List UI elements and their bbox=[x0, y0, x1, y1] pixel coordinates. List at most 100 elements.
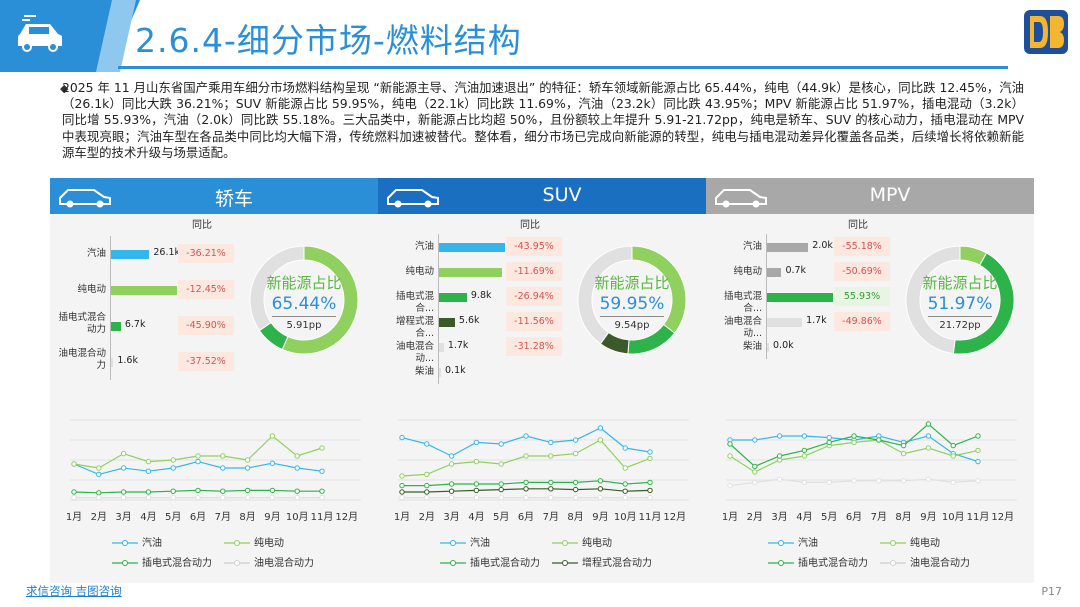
series-point bbox=[96, 494, 102, 501]
legend-swatch bbox=[768, 560, 794, 566]
panel-0: 轿车同比汽油26.1k-36.21%纯电动44.9k-12.45%插电式混合动力… bbox=[50, 178, 378, 583]
month-tick-label: 4月 bbox=[468, 511, 484, 523]
bar-label: 柴油 bbox=[414, 365, 434, 377]
panel-body: 同比汽油2.0k-55.18%纯电动0.7k-50.69%插电式混合...3.2… bbox=[706, 214, 1034, 583]
series-point bbox=[622, 494, 628, 501]
series-point bbox=[448, 488, 455, 494]
legend-swatch bbox=[552, 560, 578, 566]
legend-label: 插电式混合动力 bbox=[142, 558, 212, 569]
month-tick-label: 2月 bbox=[747, 511, 763, 523]
series-point bbox=[776, 433, 783, 439]
series-point bbox=[220, 465, 226, 471]
series-point bbox=[975, 447, 981, 454]
page-number: P17 bbox=[1041, 585, 1062, 598]
panel-tab[interactable]: 轿车 bbox=[50, 178, 378, 214]
footer-links[interactable]: 求信咨询 吉图咨询 bbox=[26, 584, 122, 598]
month-tick-label: 6月 bbox=[518, 511, 534, 523]
bar bbox=[111, 250, 150, 259]
series-point bbox=[399, 489, 405, 495]
series-point bbox=[399, 494, 405, 501]
series-point bbox=[145, 489, 152, 495]
legend-item: 油电混合动力 bbox=[224, 554, 314, 569]
bar-value: 1.7k bbox=[806, 314, 827, 326]
series-point bbox=[572, 450, 579, 457]
donut-pp-change: 5.91pp bbox=[286, 320, 322, 331]
legend-swatch bbox=[880, 540, 906, 546]
panel-tab[interactable]: MPV bbox=[706, 178, 1034, 214]
series-point bbox=[950, 479, 956, 486]
panel-tab[interactable]: SUV bbox=[378, 178, 706, 214]
month-tick-label: 8月 bbox=[567, 511, 583, 523]
series-point bbox=[622, 445, 628, 451]
month-tick-label: 4月 bbox=[796, 511, 812, 523]
series-point bbox=[900, 450, 907, 457]
page-title: 2.6.4-细分市场-燃料结构 bbox=[135, 21, 522, 60]
series-point bbox=[925, 445, 932, 451]
series-line-gasoline bbox=[401, 427, 651, 457]
panel-body: 同比汽油23.2k-43.95%纯电动22.1k-11.69%插电式混合...9… bbox=[378, 214, 706, 583]
donut-divider bbox=[600, 316, 664, 317]
legend-label: 纯电动 bbox=[254, 538, 284, 549]
bar-label: 纯电动 bbox=[77, 284, 106, 295]
legend-item: 油电混合动力 bbox=[880, 554, 970, 569]
bar-label: 增程式混合... bbox=[395, 315, 434, 339]
header-underline bbox=[118, 66, 1008, 69]
bar-value: 9.8k bbox=[470, 289, 492, 301]
series-point bbox=[752, 479, 758, 486]
bar bbox=[111, 322, 121, 331]
series-point bbox=[244, 494, 251, 501]
series-point bbox=[71, 461, 77, 467]
series-point bbox=[195, 487, 201, 494]
legend-label: 纯电动 bbox=[910, 538, 940, 549]
month-tick-label: 5月 bbox=[493, 511, 509, 523]
summary-text: 2025 年 11 月山东省国产乘用车细分市场燃料结构呈现 “新能源主导、汽油加… bbox=[62, 80, 1024, 160]
series-point bbox=[319, 445, 325, 451]
series-point bbox=[523, 494, 529, 501]
donut-title: 新能源占比 bbox=[266, 274, 342, 292]
yoy-change: -43.95% bbox=[506, 236, 562, 256]
series-point bbox=[900, 478, 907, 484]
month-tick-label: 1月 bbox=[66, 511, 82, 523]
legend-swatch bbox=[112, 540, 138, 546]
series-point bbox=[597, 425, 604, 431]
month-tick-label: 11月 bbox=[967, 511, 990, 523]
series-point bbox=[925, 433, 932, 439]
series-point bbox=[597, 486, 604, 492]
month-tick-label: 9月 bbox=[592, 511, 608, 523]
legend-item: 纯电动 bbox=[552, 534, 612, 549]
bar bbox=[767, 317, 803, 327]
yoy-change: -11.69% bbox=[506, 261, 562, 281]
car-icon bbox=[387, 189, 439, 208]
series-point bbox=[925, 421, 932, 427]
car-icon bbox=[715, 189, 767, 208]
legend-item: 插电式混合动力 bbox=[768, 554, 868, 569]
series-point bbox=[876, 437, 882, 443]
month-tick-label: 12月 bbox=[663, 511, 686, 523]
donut-percent: 65.44% bbox=[271, 294, 337, 314]
month-tick-label: 2月 bbox=[419, 511, 435, 523]
series-point bbox=[776, 453, 783, 459]
series-point bbox=[319, 468, 325, 474]
bar-label: 插电式混合... bbox=[723, 290, 762, 314]
series-point bbox=[597, 478, 604, 484]
series-point bbox=[170, 488, 176, 494]
legend-item: 插电式混合动力 bbox=[440, 554, 540, 569]
month-tick-label: 4月 bbox=[140, 511, 156, 523]
yoy-change: -31.28% bbox=[506, 336, 562, 356]
bar-value: 26.1k bbox=[153, 247, 181, 258]
series-point bbox=[900, 442, 907, 449]
series-point bbox=[244, 457, 251, 463]
legend-label: 插电式混合动力 bbox=[798, 558, 868, 569]
series-point bbox=[195, 494, 201, 501]
series-point bbox=[498, 481, 504, 487]
legend-swatch bbox=[768, 540, 794, 546]
series-point bbox=[244, 465, 251, 471]
series-point bbox=[523, 486, 529, 492]
yoy-change: 55.93% bbox=[834, 286, 890, 306]
yoy-change: -37.52% bbox=[178, 352, 234, 371]
month-tick-label: 5月 bbox=[821, 511, 837, 523]
bar-label: 插电式混合动力 bbox=[58, 312, 106, 335]
series-point bbox=[473, 458, 480, 465]
series-point bbox=[294, 453, 300, 459]
series-point bbox=[448, 461, 455, 467]
